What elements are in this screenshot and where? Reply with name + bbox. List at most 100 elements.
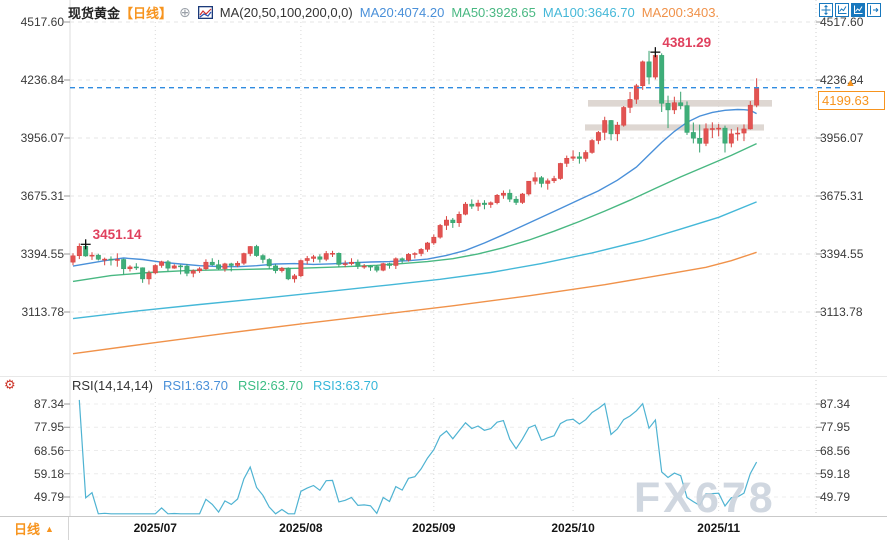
symbol-title: 现货黄金【日线】 — [68, 3, 172, 22]
candle-body — [722, 127, 728, 144]
candle-body — [114, 259, 120, 261]
candle-body — [247, 246, 253, 254]
candle-body — [500, 192, 506, 196]
candle-body — [640, 61, 646, 87]
rsi-axis-label: 77.95 — [820, 420, 851, 435]
rsi2-value: RSI2:63.70 — [237, 378, 304, 393]
candle-body — [519, 193, 525, 203]
candle-body — [387, 263, 392, 266]
candle-body — [741, 128, 747, 134]
candle-body — [406, 254, 411, 261]
candle-body — [323, 253, 329, 260]
indicator-settings-gear-icon[interactable]: ⚙ — [4, 377, 16, 392]
rsi3-value: RSI3:63.70 — [313, 378, 379, 393]
candle-body — [450, 219, 456, 223]
price-axis-label: 3113.78 — [21, 305, 65, 319]
candle-body — [690, 132, 696, 139]
price-axis-label: 4236.84 — [20, 73, 64, 87]
collapse-panel-tool-icon[interactable] — [867, 3, 881, 17]
ma-line-ma20 — [72, 108, 757, 268]
candle-body — [222, 263, 228, 269]
caret-up-icon: ▲ — [45, 523, 54, 534]
candle-body — [203, 261, 209, 270]
candle-body — [342, 263, 348, 265]
chart-pan-tool-icon[interactable] — [851, 3, 865, 17]
candle-body — [494, 194, 500, 203]
candle-body — [532, 177, 538, 182]
watermark: FX678 — [634, 474, 776, 522]
candle-body — [469, 203, 475, 207]
rsi-axis-label: 68.56 — [33, 443, 64, 458]
candle-body — [526, 180, 532, 195]
candle-body — [482, 202, 487, 205]
price-axis-label: 4236.84 — [820, 73, 864, 87]
candle-body — [102, 258, 108, 261]
candle-body — [121, 259, 127, 270]
candle-body — [393, 258, 399, 266]
x-axis-label: 2025/08 — [279, 521, 323, 535]
candle-body — [254, 246, 260, 256]
indicator-chart-icon — [197, 5, 214, 20]
rsi-axis-label: 87.34 — [820, 397, 851, 411]
candle-body — [665, 103, 671, 111]
rsi1-value: RSI1:63.70 — [162, 378, 228, 393]
candle-body — [159, 261, 165, 266]
candle-body — [184, 265, 190, 274]
rsi-title[interactable]: RSI(14,14,14) — [72, 378, 153, 393]
rsi-axis-label: 59.18 — [33, 466, 64, 481]
candle-body — [595, 132, 601, 141]
candle-body — [684, 105, 690, 133]
price-axis-label: 3675.31 — [20, 189, 64, 203]
candle-body — [146, 272, 152, 280]
candle-body — [266, 259, 272, 267]
candle-body — [652, 55, 658, 78]
candle-body — [671, 102, 677, 111]
candle-body — [235, 262, 241, 266]
annotation-october-high: 4381.29 — [662, 35, 712, 51]
candle-body — [697, 137, 703, 144]
candle-body — [108, 258, 114, 261]
candle-body — [361, 265, 367, 268]
time-axis-strip — [0, 516, 887, 540]
candle-body — [608, 120, 614, 135]
candle-body — [475, 202, 481, 207]
candle-body — [152, 265, 158, 274]
candle-body — [260, 255, 266, 260]
candle-body — [589, 140, 595, 153]
candle-body — [678, 102, 684, 106]
support-resistance-band — [585, 124, 764, 131]
add-indicator-icon[interactable]: ⊕ — [179, 4, 191, 20]
candle-body — [659, 55, 665, 104]
candle-body — [456, 213, 462, 223]
candle-body — [570, 156, 576, 159]
ma100-value: MA100:3646.70 — [542, 5, 635, 20]
candle-body — [95, 254, 101, 260]
candle-body — [412, 253, 418, 255]
candle-body — [709, 128, 715, 130]
axis-zoom-tool-icon[interactable] — [835, 3, 849, 17]
candle-body — [463, 203, 468, 215]
ma200-value: MA200:3403. — [641, 5, 720, 20]
candle-body — [564, 158, 570, 164]
ma20-value: MA20:4074.20 — [359, 5, 445, 20]
candle-body — [551, 178, 557, 182]
candle-body — [279, 267, 285, 271]
candle-body — [140, 267, 146, 280]
candle-body — [431, 236, 437, 244]
candle-body — [488, 202, 494, 205]
candle-body — [133, 266, 139, 269]
ma-line-ma200 — [72, 251, 757, 355]
period-button[interactable]: 日线 ▲ — [0, 517, 69, 540]
move-tool-icon[interactable] — [819, 3, 833, 17]
candle-body — [89, 254, 95, 257]
candle-body — [190, 270, 196, 274]
candle-body — [754, 87, 760, 106]
price-axis-label: 3956.07 — [820, 131, 864, 145]
ma-indicator-label[interactable]: MA(20,50,100,200,0,0) — [219, 5, 353, 20]
candle-body — [557, 163, 563, 179]
symbol-name: 现货黄金 — [68, 6, 121, 21]
rsi-axis-label: 87.34 — [33, 397, 64, 411]
chart-toolbar — [819, 3, 881, 17]
